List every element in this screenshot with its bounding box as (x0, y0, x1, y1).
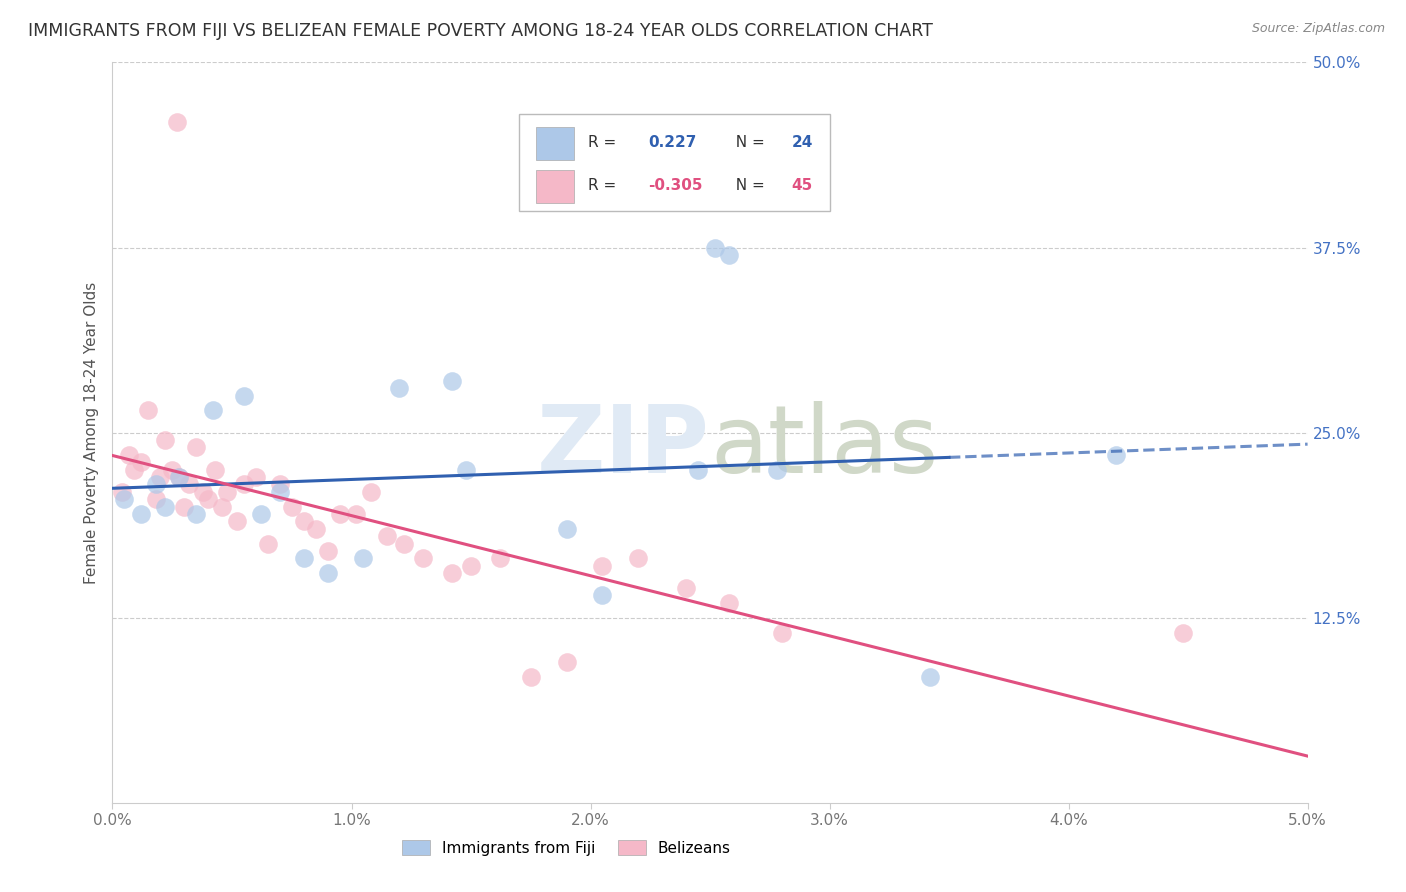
Point (173, 500, 195, 514)
Point (388, 381, 411, 395)
Point (360, 484, 382, 499)
Y-axis label: Female Poverty Among 18-24 Year Olds: Female Poverty Among 18-24 Year Olds (83, 282, 98, 583)
Point (225, 515, 247, 529)
Point (292, 515, 315, 529)
Point (211, 500, 233, 514)
Point (555, 655, 578, 669)
Point (233, 388, 256, 402)
Point (249, 507, 271, 521)
Point (377, 529, 399, 543)
Point (555, 522, 578, 536)
Point (111, 484, 134, 499)
Point (316, 566, 339, 581)
Point (770, 625, 793, 640)
Point (281, 500, 304, 514)
Point (245, 470, 267, 484)
Point (204, 462, 226, 476)
Point (392, 536, 415, 550)
Point (114, 492, 135, 507)
Point (766, 462, 789, 476)
Point (153, 433, 176, 447)
Point (344, 507, 367, 521)
Point (269, 484, 291, 499)
Text: ZIP: ZIP (537, 401, 710, 493)
Point (688, 462, 710, 476)
Point (257, 536, 280, 550)
Point (412, 551, 434, 566)
Text: atlas: atlas (710, 401, 938, 493)
Point (145, 492, 167, 507)
Point (177, 477, 200, 491)
Point (1173, 625, 1195, 640)
Point (197, 492, 219, 507)
Point (675, 581, 697, 595)
Point (627, 551, 650, 566)
Point (269, 477, 291, 491)
Point (201, 403, 224, 417)
Point (153, 500, 176, 514)
Text: R =: R = (588, 178, 621, 193)
Legend: Immigrants from Fiji, Belizeans: Immigrants from Fiji, Belizeans (396, 834, 737, 862)
Text: Source: ZipAtlas.com: Source: ZipAtlas.com (1251, 22, 1385, 36)
Point (918, 670, 941, 684)
Point (440, 566, 463, 581)
Point (129, 507, 152, 521)
Point (118, 448, 141, 462)
Point (592, 589, 614, 603)
Text: N =: N = (725, 178, 769, 193)
Point (520, 670, 543, 684)
Text: N =: N = (725, 135, 769, 150)
Text: R =: R = (588, 135, 621, 150)
Point (186, 507, 208, 521)
Point (169, 470, 191, 484)
FancyBboxPatch shape (519, 114, 830, 211)
Point (592, 558, 614, 573)
Point (162, 462, 183, 476)
Point (169, 470, 191, 484)
FancyBboxPatch shape (536, 169, 574, 203)
Point (166, 114, 188, 128)
Point (305, 522, 328, 536)
Point (718, 248, 741, 262)
Point (488, 551, 510, 566)
Point (217, 484, 239, 499)
Point (703, 240, 725, 255)
Point (122, 462, 145, 476)
Point (440, 374, 463, 388)
Point (316, 544, 339, 558)
FancyBboxPatch shape (536, 127, 574, 161)
Point (193, 484, 215, 499)
Point (718, 596, 741, 610)
Point (292, 551, 315, 566)
Text: 0.227: 0.227 (648, 135, 696, 150)
Point (460, 558, 482, 573)
Point (1105, 448, 1128, 462)
Text: IMMIGRANTS FROM FIJI VS BELIZEAN FEMALE POVERTY AMONG 18-24 YEAR OLDS CORRELATIO: IMMIGRANTS FROM FIJI VS BELIZEAN FEMALE … (28, 22, 934, 40)
Text: -0.305: -0.305 (648, 178, 703, 193)
Point (233, 477, 256, 491)
Point (129, 455, 152, 469)
Point (329, 507, 352, 521)
Point (186, 441, 208, 455)
Point (456, 462, 478, 476)
Text: 24: 24 (792, 135, 813, 150)
Text: 45: 45 (792, 178, 813, 193)
Point (353, 551, 375, 566)
Point (149, 470, 172, 484)
Point (145, 477, 167, 491)
Point (138, 403, 160, 417)
